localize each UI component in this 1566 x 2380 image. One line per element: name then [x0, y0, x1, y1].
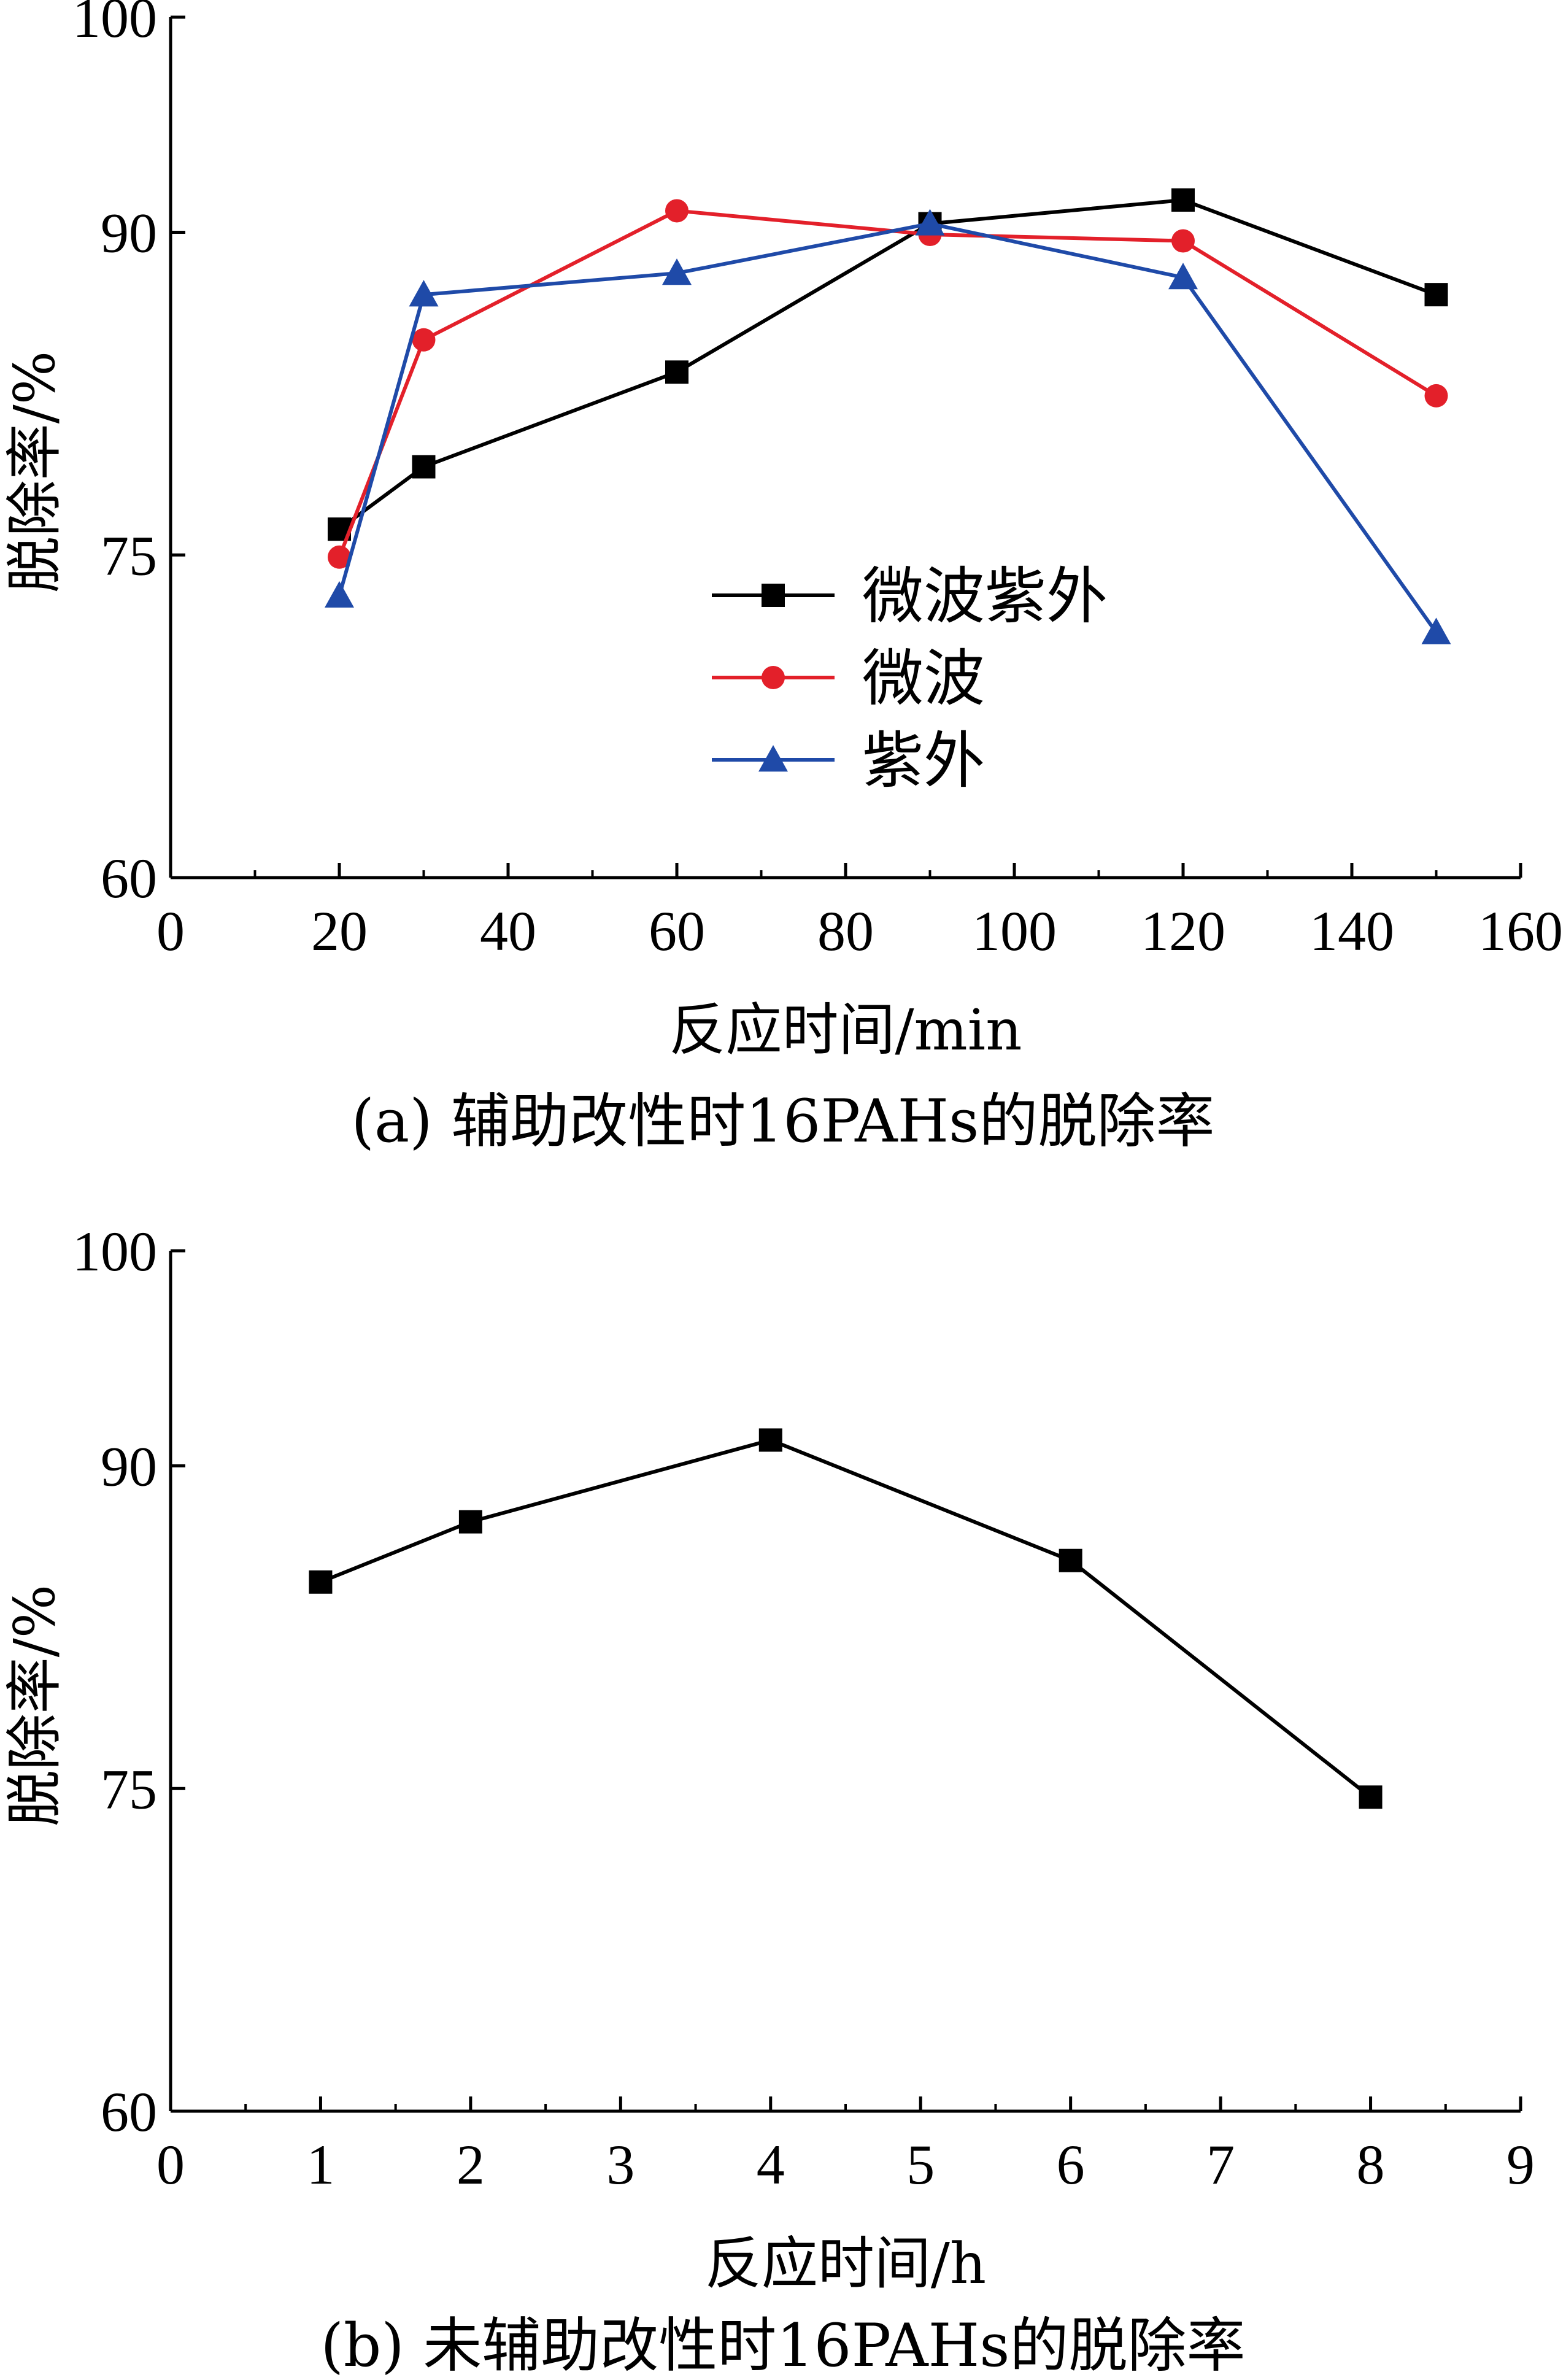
x-tick-label: 20: [311, 900, 368, 962]
data-point: [915, 209, 945, 236]
y-tick-label: 100: [72, 1220, 157, 1283]
x-tick-label: 8: [1357, 2133, 1385, 2196]
series-1: [309, 1428, 1383, 1809]
data-point: [412, 455, 436, 479]
x-tick-label: 0: [156, 2133, 185, 2196]
data-point: [458, 1510, 482, 1534]
series-line: [338, 222, 1438, 634]
y-tick-label: 90: [101, 1435, 157, 1498]
data-point: [665, 199, 688, 223]
x-tick-label: 120: [1141, 900, 1225, 962]
x-tick-label: 7: [1206, 2133, 1235, 2196]
data-point: [1059, 1548, 1082, 1572]
legend-item: 微波: [712, 643, 985, 714]
legend-marker: [762, 666, 785, 689]
series-2: [328, 199, 1448, 569]
y-tick-label: 75: [101, 524, 157, 587]
chart-panel-b: 0 1 2 3 4 5 6 7 8 9 60 75 90 100 反应时间/h 脱除率/% (b) 未辅助改性时…: [2, 1220, 1535, 2380]
y-axis-title: 脱除率/%: [2, 1585, 68, 1826]
x-tick-label: 1: [306, 2133, 334, 2196]
legend-label: 微波紫外: [862, 560, 1108, 632]
series-line: [338, 198, 1437, 531]
series-1: [328, 188, 1448, 541]
data-point: [1421, 617, 1451, 644]
data-point: [665, 360, 688, 384]
data-point: [1171, 188, 1195, 212]
x-tick-label: 100: [972, 900, 1057, 962]
data-point: [409, 280, 439, 307]
x-tick-label: 40: [480, 900, 536, 962]
x-tick-label: 5: [906, 2133, 935, 2196]
data-point: [325, 581, 354, 608]
x-tick-label: 60: [649, 900, 705, 962]
legend-label: 微波: [862, 643, 985, 714]
data-point: [1424, 384, 1448, 408]
x-tick-label: 80: [817, 900, 874, 962]
legend-label: 紫外: [862, 725, 985, 797]
series-line: [320, 1438, 1372, 1799]
y-tick-label: 60: [101, 847, 157, 910]
y-tick-label: 100: [72, 0, 157, 49]
y-tick-label: 75: [101, 1758, 157, 1820]
chart-panel-a: 0 20 40 60 80 100 120 140 160 60 75 90 100 反应时间/min 脱除…: [2, 0, 1563, 1156]
x-axis-title: 反应时间/min: [669, 997, 1022, 1063]
x-tick-label: 160: [1478, 900, 1563, 962]
legend-item: 紫外: [712, 725, 985, 797]
x-axis-title: 反应时间/h: [705, 2231, 986, 2297]
x-tick-label: 3: [606, 2133, 634, 2196]
series-line: [338, 209, 1438, 558]
data-point: [1168, 263, 1198, 290]
data-point: [309, 1570, 333, 1594]
series-3: [325, 209, 1451, 644]
x-tick-label: 9: [1506, 2133, 1535, 2196]
data-point: [1424, 283, 1448, 307]
x-tick-label: 4: [757, 2133, 785, 2196]
x-tick-label: 2: [457, 2133, 485, 2196]
x-tick-label: 140: [1310, 900, 1394, 962]
legend-marker: [762, 584, 785, 607]
data-point: [1359, 1785, 1383, 1809]
y-tick-label: 60: [101, 2081, 157, 2143]
data-point: [1171, 229, 1195, 253]
chart-caption: (b) 未辅助改性时16PAHs的脱除率: [320, 2311, 1245, 2380]
y-tick-label: 90: [101, 202, 157, 265]
y-axis-title: 脱除率/%: [2, 351, 68, 593]
data-point: [328, 545, 351, 569]
x-tick-label: 0: [156, 900, 185, 962]
x-tick-label: 6: [1057, 2133, 1085, 2196]
legend-marker: [758, 745, 788, 772]
data-point: [662, 258, 692, 285]
chart-caption: (a) 辅助改性时16PAHs的脱除率: [352, 1087, 1215, 1156]
legend-item: 微波紫外: [712, 560, 1108, 632]
data-point: [412, 328, 436, 352]
data-point: [758, 1428, 782, 1452]
